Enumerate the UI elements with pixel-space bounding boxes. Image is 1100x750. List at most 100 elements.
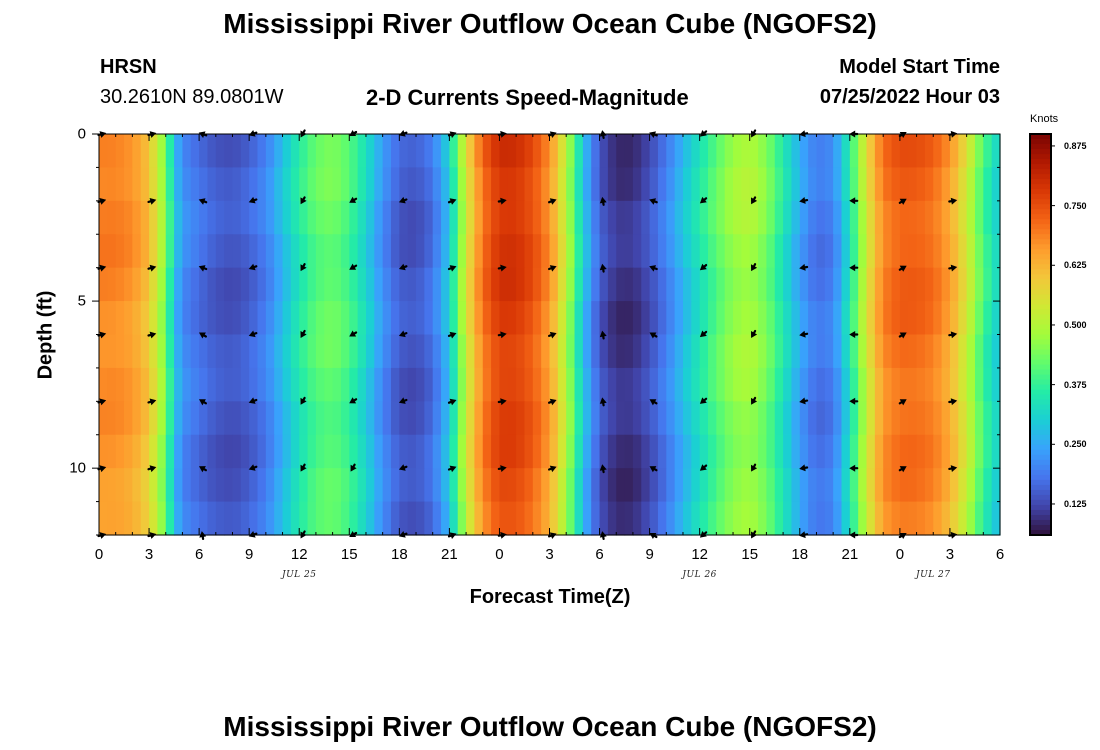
heatmap-cell bbox=[924, 367, 934, 402]
current-arrow bbox=[649, 198, 658, 205]
heatmap-cell bbox=[482, 434, 492, 469]
heatmap-cell bbox=[399, 334, 409, 369]
heatmap-cell bbox=[783, 234, 793, 269]
heatmap-cell bbox=[674, 367, 684, 402]
heatmap-cell bbox=[257, 367, 267, 402]
heatmap-cell bbox=[774, 134, 784, 169]
heatmap-cell bbox=[257, 501, 267, 536]
heatmap-cell bbox=[407, 134, 417, 169]
heatmap-cell bbox=[899, 501, 909, 536]
colorbar-segment bbox=[1030, 249, 1051, 255]
heatmap-cell bbox=[883, 134, 893, 169]
heatmap-cell bbox=[432, 334, 442, 369]
heatmap-cell bbox=[466, 434, 476, 469]
heatmap-cell bbox=[332, 434, 342, 469]
heatmap-cell bbox=[482, 267, 492, 302]
heatmap-cell bbox=[207, 468, 217, 503]
x-tick-label: 9 bbox=[645, 546, 654, 563]
heatmap-cell bbox=[399, 167, 409, 202]
heatmap-cell bbox=[132, 468, 142, 503]
heatmap-cell bbox=[649, 301, 659, 336]
heatmap-cell bbox=[749, 167, 759, 202]
arrow-head bbox=[99, 398, 107, 406]
heatmap-cell bbox=[908, 434, 918, 469]
heatmap-cell bbox=[924, 301, 934, 336]
heatmap-cell bbox=[224, 234, 234, 269]
heatmap-cell bbox=[874, 167, 884, 202]
heatmap-cell bbox=[699, 468, 709, 503]
heatmap-cell bbox=[549, 301, 559, 336]
heatmap-cell bbox=[799, 434, 809, 469]
current-arrow bbox=[799, 197, 809, 204]
heatmap-cell bbox=[274, 234, 284, 269]
heatmap-cell bbox=[174, 200, 184, 235]
heatmap-cell bbox=[574, 267, 584, 302]
arrow-head bbox=[599, 464, 607, 471]
heatmap-cell bbox=[232, 401, 242, 436]
heatmap-cell bbox=[974, 167, 984, 202]
heatmap-cell bbox=[758, 134, 767, 169]
heatmap-cell bbox=[549, 267, 559, 302]
current-arrow bbox=[147, 331, 157, 339]
y-tick-label: 0 bbox=[77, 125, 86, 143]
heatmap-cell bbox=[766, 401, 776, 436]
heatmap-cell bbox=[99, 434, 108, 469]
heatmap-cell bbox=[674, 267, 684, 302]
heatmap-cell bbox=[224, 167, 234, 202]
heatmap-cell bbox=[182, 401, 192, 436]
heatmap-cell bbox=[682, 234, 692, 269]
heatmap-cell bbox=[941, 468, 951, 503]
heatmap-cell bbox=[816, 401, 826, 436]
heatmap-cell bbox=[799, 200, 809, 235]
heatmap-cell bbox=[240, 434, 250, 469]
heatmap-cell bbox=[574, 501, 584, 536]
colorbar-segment bbox=[1030, 379, 1051, 386]
heatmap-cell bbox=[724, 200, 734, 235]
heatmap-cell bbox=[933, 501, 943, 536]
heatmap-cell bbox=[374, 234, 384, 269]
heatmap-cell bbox=[691, 200, 701, 235]
heatmap-cell bbox=[632, 200, 642, 235]
heatmap-cell bbox=[340, 234, 350, 269]
heatmap-cell bbox=[783, 267, 793, 302]
current-arrow bbox=[547, 331, 557, 339]
heatmap-cell bbox=[140, 234, 150, 269]
heatmap-cell bbox=[265, 334, 275, 369]
heatmap-cell bbox=[607, 234, 617, 269]
heatmap-cell bbox=[466, 167, 476, 202]
heatmap-cell bbox=[349, 367, 359, 402]
heatmap-cell bbox=[390, 234, 400, 269]
arrow-head bbox=[899, 265, 907, 272]
heatmap-cell bbox=[824, 434, 834, 469]
heatmap-cell bbox=[657, 200, 667, 235]
heatmap-cell bbox=[132, 301, 142, 336]
heatmap-cell bbox=[516, 434, 526, 469]
heatmap-cell bbox=[816, 301, 826, 336]
arrow-head bbox=[751, 197, 758, 205]
heatmap-cell bbox=[491, 301, 501, 336]
heatmap-cell bbox=[407, 200, 417, 235]
heatmap-cell bbox=[949, 301, 959, 336]
heatmap-cell bbox=[349, 267, 359, 302]
heatmap-cell bbox=[265, 301, 275, 336]
heatmap-cell bbox=[674, 468, 684, 503]
heatmap-cell bbox=[858, 267, 868, 302]
arrow-head bbox=[99, 198, 107, 205]
heatmap-cell bbox=[799, 134, 809, 169]
heatmap-cell bbox=[983, 334, 993, 369]
heatmap-cell bbox=[199, 501, 209, 536]
heatmap-cell bbox=[416, 468, 425, 503]
current-arrow bbox=[649, 466, 658, 473]
heatmap-cell bbox=[132, 367, 142, 402]
heatmap-cell bbox=[124, 367, 133, 402]
heatmap-cell bbox=[833, 501, 843, 536]
heatmap-cell bbox=[374, 301, 384, 336]
current-arrow bbox=[349, 330, 358, 337]
heatmap-cell bbox=[582, 367, 592, 402]
heatmap-cell bbox=[107, 267, 117, 302]
heatmap-cell bbox=[249, 367, 259, 402]
heatmap-cell bbox=[315, 367, 325, 402]
heatmap-cell bbox=[691, 234, 701, 269]
current-arrow bbox=[199, 332, 207, 339]
